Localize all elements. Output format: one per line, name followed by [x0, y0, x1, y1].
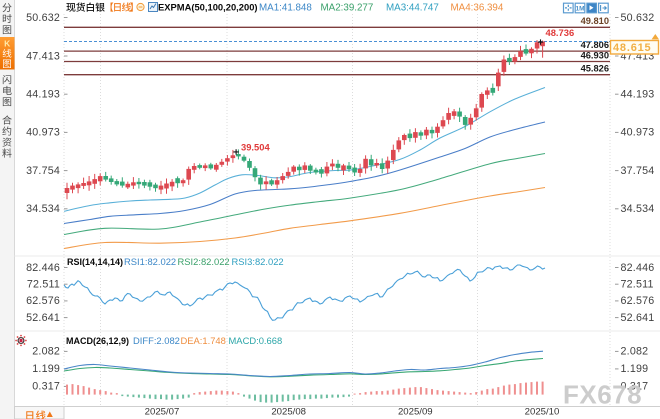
svg-text:44.193: 44.193 — [621, 89, 655, 101]
svg-text:2025/09: 2025/09 — [398, 407, 433, 418]
svg-text:FX678: FX678 — [563, 380, 642, 410]
svg-text:52.641: 52.641 — [621, 312, 655, 324]
svg-text:62.576: 62.576 — [621, 295, 655, 307]
svg-text:2025/10: 2025/10 — [525, 407, 560, 418]
svg-text:RSI3:82.022: RSI3:82.022 — [232, 256, 284, 267]
svg-text:MA1:41.848: MA1:41.848 — [259, 3, 312, 14]
svg-text:RSI2:82.022: RSI2:82.022 — [178, 256, 230, 267]
svg-text:1M: 1M — [575, 6, 584, 13]
svg-text:82.446: 82.446 — [26, 262, 60, 274]
svg-text:40.973: 40.973 — [621, 127, 655, 139]
svg-text:72.511: 72.511 — [27, 279, 60, 291]
svg-text:DIFF:2.082: DIFF:2.082 — [133, 335, 180, 346]
svg-text:K: K — [4, 39, 11, 49]
svg-text:49.810: 49.810 — [581, 16, 609, 26]
svg-text:62.576: 62.576 — [26, 295, 60, 307]
svg-text:2025/07: 2025/07 — [145, 407, 180, 418]
svg-text:2025/08: 2025/08 — [271, 407, 306, 418]
svg-text:44.193: 44.193 — [26, 89, 60, 101]
svg-text:0.317: 0.317 — [32, 381, 60, 393]
svg-text:50.632: 50.632 — [26, 12, 60, 24]
svg-text:MA2:39.277: MA2:39.277 — [321, 3, 374, 14]
svg-text:0.317: 0.317 — [621, 381, 649, 393]
svg-text:1.199: 1.199 — [621, 363, 649, 375]
svg-text:39.504: 39.504 — [241, 142, 270, 153]
svg-text:40.973: 40.973 — [26, 127, 60, 139]
svg-text:MA3:44.747: MA3:44.747 — [386, 3, 439, 14]
svg-text:48.736: 48.736 — [546, 27, 575, 38]
svg-text:MACD(26,12,9): MACD(26,12,9) — [66, 336, 129, 346]
svg-text:37.754: 37.754 — [26, 165, 60, 177]
svg-text:82.446: 82.446 — [621, 262, 655, 274]
svg-text:MACD:0.668: MACD:0.668 — [229, 335, 283, 346]
svg-text:47.806: 47.806 — [581, 40, 609, 50]
svg-text:MA4:36.394: MA4:36.394 — [451, 3, 504, 14]
svg-text:46.930: 46.930 — [581, 50, 609, 60]
svg-text:RSI1:82.022: RSI1:82.022 — [124, 256, 176, 267]
svg-text:45.826: 45.826 — [581, 64, 609, 74]
svg-text:72.511: 72.511 — [621, 279, 654, 291]
svg-text:52.641: 52.641 — [26, 312, 60, 324]
svg-text:RSI(14,14,14): RSI(14,14,14) — [67, 257, 123, 267]
svg-text:47.413: 47.413 — [26, 50, 60, 62]
svg-text:50.632: 50.632 — [621, 12, 655, 24]
svg-text:2.082: 2.082 — [32, 346, 60, 358]
svg-text:EXPMA(50,100,20,200): EXPMA(50,100,20,200) — [158, 2, 258, 13]
svg-text:1.199: 1.199 — [32, 363, 60, 375]
svg-text:34.534: 34.534 — [26, 203, 60, 215]
svg-text:DEA:1.748: DEA:1.748 — [181, 335, 226, 346]
svg-text:34.534: 34.534 — [621, 203, 655, 215]
svg-text:2.082: 2.082 — [621, 346, 649, 358]
svg-text:37.754: 37.754 — [621, 165, 655, 177]
svg-text:48.615: 48.615 — [613, 42, 651, 54]
